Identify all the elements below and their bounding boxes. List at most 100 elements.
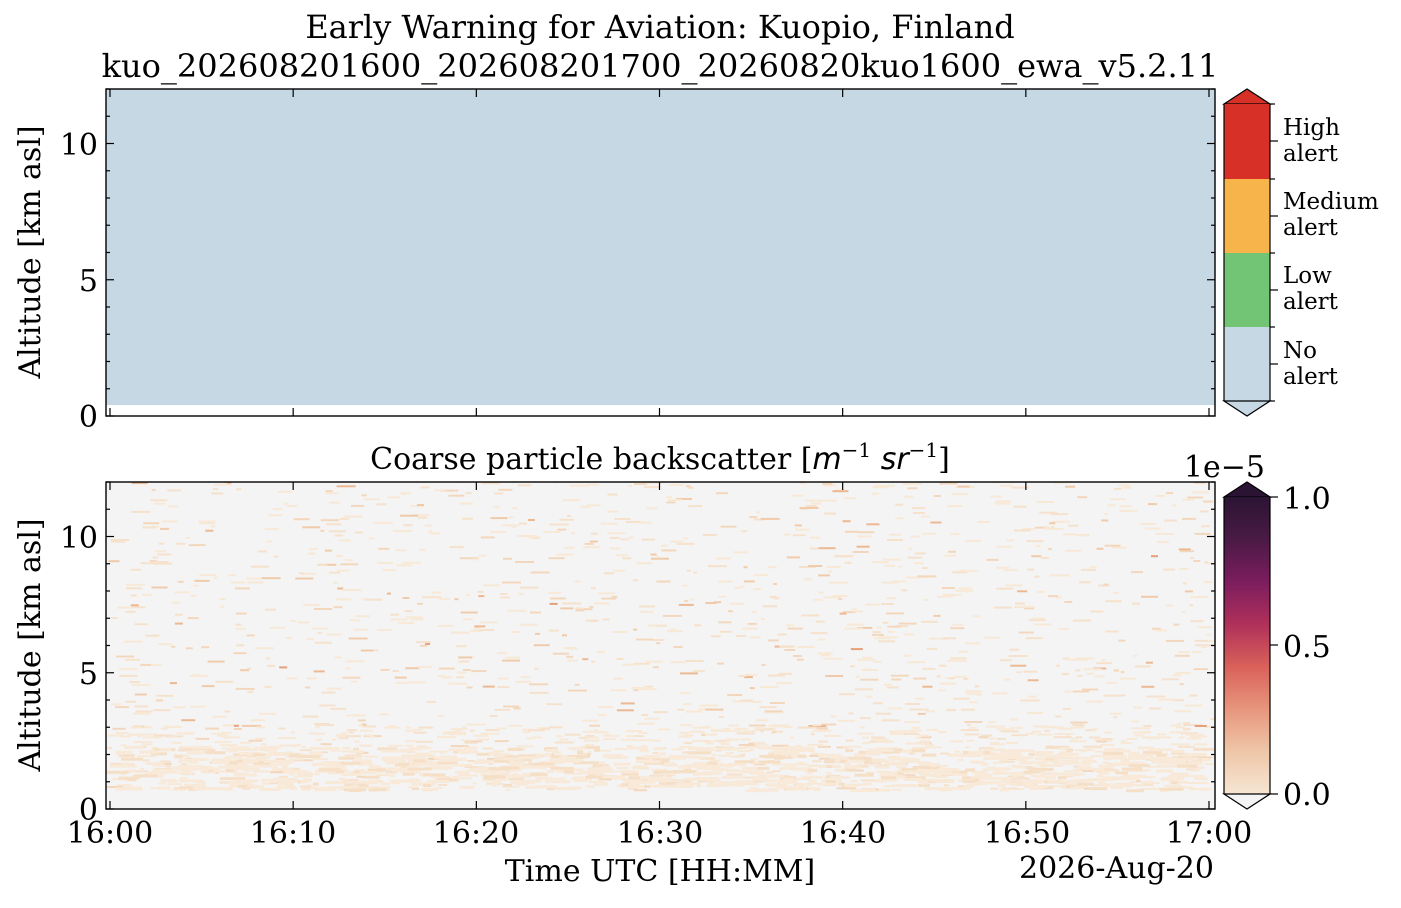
backscatter-cell <box>320 751 329 754</box>
backscatter-cell <box>833 779 842 783</box>
backscatter-cell <box>749 748 755 751</box>
backscatter-cell <box>274 777 288 781</box>
backscatter-cell <box>707 761 718 765</box>
backscatter-cell <box>1032 617 1046 620</box>
backscatter-cell <box>759 746 774 750</box>
backscatter-cell <box>702 534 717 536</box>
backscatter-cell <box>1189 604 1194 607</box>
backscatter-cell <box>842 520 851 523</box>
backscatter-cell <box>709 759 721 762</box>
backscatter-cell <box>1164 784 1179 788</box>
backscatter-cell <box>1154 736 1172 739</box>
backscatter-cell <box>236 748 258 752</box>
backscatter-cell <box>1204 561 1209 564</box>
backscatter-cell <box>625 781 647 785</box>
backscatter-cell <box>688 747 702 751</box>
backscatter-cell <box>1133 654 1138 657</box>
backscatter-cell <box>1050 513 1068 516</box>
backscatter-cell <box>448 755 457 759</box>
backscatter-cell <box>618 770 639 774</box>
backscatter-cell <box>253 762 270 766</box>
backscatter-cell <box>660 779 667 783</box>
backscatter-cell <box>878 640 896 643</box>
backscatter-cell <box>1139 522 1156 525</box>
backscatter-cell <box>997 738 1006 740</box>
backscatter-cell <box>171 645 176 648</box>
backscatter-cell <box>710 635 721 638</box>
backscatter-cell <box>702 771 723 775</box>
backscatter-cell <box>221 731 232 734</box>
backscatter-cell <box>1082 756 1093 760</box>
backscatter-cell <box>151 488 156 491</box>
backscatter-cell <box>305 686 310 689</box>
backscatter-cell <box>845 739 854 742</box>
backscatter-cell <box>965 540 981 542</box>
backscatter-cell <box>343 788 366 792</box>
backscatter-cell <box>145 771 166 775</box>
backscatter-cell <box>1131 571 1143 574</box>
backscatter-cell <box>1170 724 1181 727</box>
backscatter-cell <box>865 603 880 606</box>
backscatter-cell <box>636 760 661 764</box>
backscatter-cell <box>1091 784 1106 787</box>
backscatter-cell <box>1096 740 1108 743</box>
backscatter-cell <box>1138 788 1156 790</box>
backscatter-cell <box>890 674 909 677</box>
backscatter-cell <box>641 745 648 748</box>
backscatter-cell <box>890 757 897 761</box>
backscatter-cell <box>1099 771 1109 775</box>
backscatter-cell <box>756 788 779 792</box>
backscatter-cell <box>725 769 741 773</box>
backscatter-cell <box>1031 555 1042 558</box>
backscatter-cell <box>488 762 494 765</box>
backscatter-cell <box>258 712 276 715</box>
backscatter-cell <box>602 734 620 737</box>
backscatter-cell <box>924 744 934 746</box>
backscatter-cell <box>351 680 358 683</box>
backscatter-cell <box>974 781 982 785</box>
backscatter-cell <box>468 768 483 772</box>
backscatter-cell <box>1010 664 1027 667</box>
backscatter-cell <box>235 746 249 750</box>
backscatter-cell <box>921 515 930 518</box>
backscatter-cell <box>817 638 826 641</box>
backscatter-cell <box>1014 788 1024 791</box>
alert-colorbar-extend-top <box>1221 88 1273 105</box>
backscatter-cell <box>1113 591 1119 594</box>
backscatter-cell <box>795 749 815 753</box>
backscatter-cell <box>1098 584 1110 587</box>
backscatter-cell <box>375 774 395 777</box>
backscatter-cell <box>1121 774 1140 778</box>
backscatter-cell <box>871 738 890 741</box>
backscatter-cell <box>418 726 434 729</box>
backscatter-cell <box>883 741 894 743</box>
backscatter-cell <box>836 746 849 749</box>
backscatter-cell <box>1101 519 1109 522</box>
backscatter-cell <box>293 775 313 778</box>
backscatter-cell <box>233 652 247 655</box>
backscatter-cell <box>366 598 383 601</box>
backscatter-cell <box>909 708 929 711</box>
backscatter-cell <box>734 760 755 764</box>
backscatter-cell <box>1156 733 1166 736</box>
backscatter-cell <box>781 752 798 756</box>
backscatter-cell <box>199 574 217 577</box>
backscatter-cell <box>938 731 947 734</box>
backscatter-cell <box>115 706 130 709</box>
backscatter-cell <box>414 765 420 768</box>
backscatter-cell <box>998 759 1005 762</box>
backscatter-cell <box>562 602 582 605</box>
backscatter-cell <box>438 784 448 786</box>
backscatter-cell <box>1090 755 1108 758</box>
backscatter-cell <box>1194 639 1208 642</box>
backscatter-cell <box>153 709 171 712</box>
backscatter-cell <box>1104 748 1124 751</box>
backscatter-cell <box>838 782 845 786</box>
backscatter-cell <box>510 774 531 778</box>
backscatter-cell <box>1119 505 1133 508</box>
backscatter-cell <box>1076 533 1089 536</box>
alert-no-alert-area <box>106 89 1215 406</box>
backscatter-cell <box>1003 569 1018 572</box>
backscatter-cell <box>123 786 142 790</box>
backscatter-cell <box>154 502 166 505</box>
